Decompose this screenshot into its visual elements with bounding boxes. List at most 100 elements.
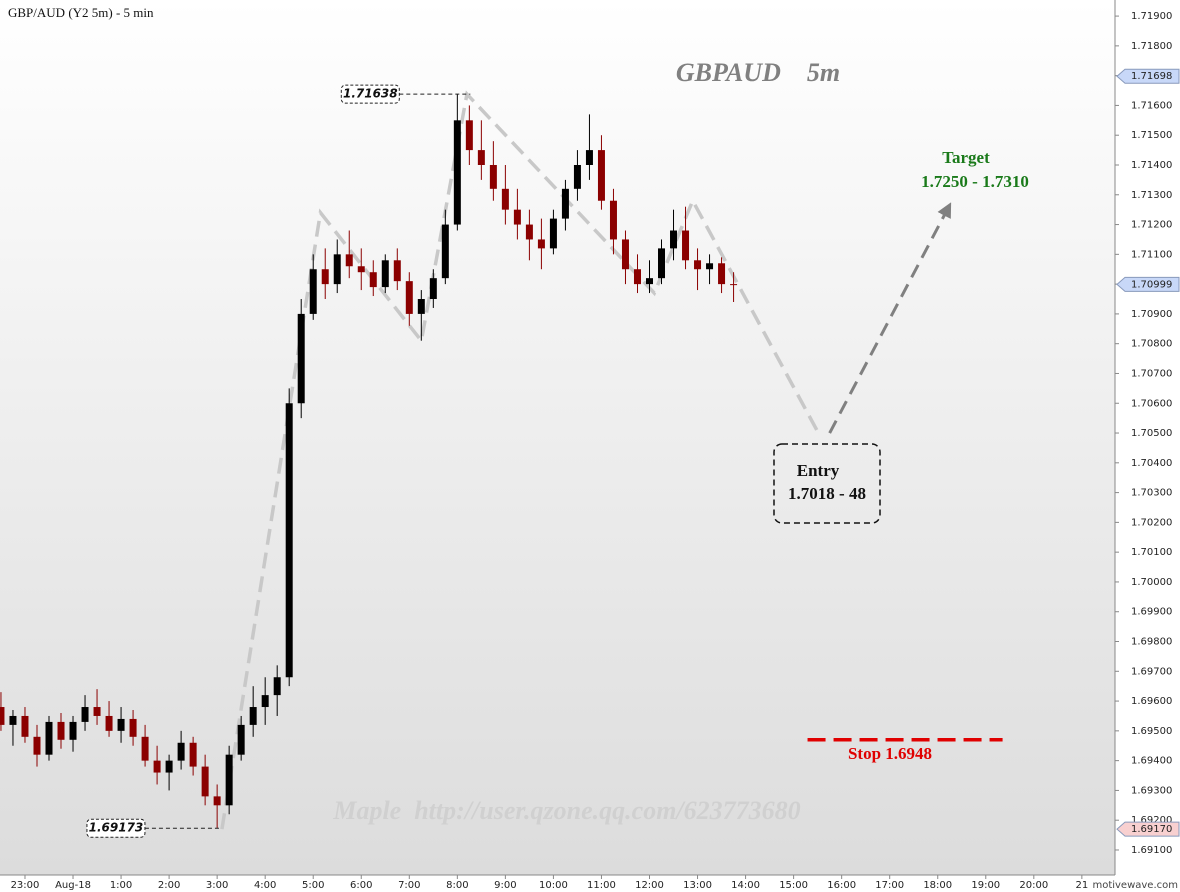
candle-body [429, 278, 437, 300]
candle-body [609, 200, 617, 240]
x-tick-label: 13:00 [683, 880, 712, 891]
price-marker-label: 1.71698 [1131, 71, 1172, 82]
y-axis-background [1115, 0, 1180, 892]
y-tick-label: 1.69800 [1131, 637, 1172, 648]
candle-body [537, 239, 545, 249]
y-tick-label: 1.70300 [1131, 488, 1172, 499]
y-tick-label: 1.71900 [1131, 11, 1172, 22]
entry-range: 1.7018 - 48 [788, 484, 866, 503]
x-tick-label: 18:00 [923, 880, 952, 891]
candle-body [682, 230, 690, 261]
y-tick-label: 1.71100 [1131, 249, 1172, 260]
x-tick-label: 9:00 [494, 880, 516, 891]
y-tick-label: 1.71600 [1131, 100, 1172, 111]
candle-body [718, 263, 726, 285]
candle-body [393, 260, 401, 282]
candle-body [189, 742, 197, 767]
candle-body [177, 742, 185, 761]
candle-body [621, 239, 629, 270]
candle-body [141, 736, 149, 761]
y-tick-label: 1.70400 [1131, 458, 1172, 469]
candle-body [501, 188, 509, 210]
candle-body [21, 715, 29, 737]
x-tick-label: 23:00 [11, 880, 40, 891]
candle-body [453, 120, 461, 225]
entry-box [773, 443, 881, 524]
y-tick-label: 1.70800 [1131, 339, 1172, 350]
x-tick-label: 7:00 [398, 880, 420, 891]
candle-body [585, 150, 593, 165]
y-tick-label: 1.69600 [1131, 696, 1172, 707]
y-tick-label: 1.70200 [1131, 517, 1172, 528]
candle-body [129, 718, 137, 737]
pattern-line [220, 90, 822, 830]
x-tick-label: 3:00 [206, 880, 228, 891]
plot-background [0, 0, 1115, 875]
candle-body [441, 224, 449, 279]
target-range: 1.7250 - 1.7310 [921, 172, 1029, 191]
price-label: 1.69173 [89, 821, 144, 835]
y-tick-label: 1.70100 [1131, 547, 1172, 558]
candle-body [321, 269, 329, 285]
candle-body [645, 278, 653, 285]
candle-body [730, 284, 738, 286]
y-tick-label: 1.71400 [1131, 160, 1172, 171]
y-tick-label: 1.71300 [1131, 190, 1172, 201]
candle-body [285, 403, 293, 678]
x-tick-label: 15:00 [779, 880, 808, 891]
y-tick-label: 1.71500 [1131, 130, 1172, 141]
candle-body [597, 150, 605, 201]
candle-body [0, 707, 5, 725]
candle-body [465, 120, 473, 151]
x-tick-label: 11:00 [587, 880, 616, 891]
candle-body [345, 254, 353, 267]
x-tick-label: 21 [1075, 880, 1088, 891]
candle-body [225, 754, 233, 806]
candle-body [333, 254, 341, 285]
x-tick-label: 12:00 [635, 880, 664, 891]
candle-body [405, 281, 413, 314]
y-tick-label: 1.69900 [1131, 607, 1172, 618]
candle-body [201, 766, 209, 797]
x-tick-label: 19:00 [971, 880, 1000, 891]
candle-body [369, 272, 377, 288]
x-tick-label: 5:00 [302, 880, 324, 891]
candle-body [105, 715, 113, 731]
candle-body [81, 707, 89, 722]
x-axis-background [0, 875, 1180, 892]
candle-body [213, 796, 221, 806]
candle-body [69, 721, 77, 740]
price-marker-label: 1.70999 [1131, 279, 1172, 290]
x-tick-label: 6:00 [350, 880, 372, 891]
candle-body [670, 230, 678, 249]
price-label-box [340, 84, 400, 104]
candle-body [513, 209, 521, 225]
y-tick-label: 1.71200 [1131, 220, 1172, 231]
candle-body [525, 224, 533, 240]
candle-body [33, 736, 41, 755]
chart-title: GBP/AUD (Y2 5m) - 5 min [8, 5, 154, 20]
candle-body [549, 218, 557, 249]
y-tick-label: 1.69500 [1131, 726, 1172, 737]
price-marker [1116, 821, 1180, 837]
y-tick-label: 1.69400 [1131, 756, 1172, 767]
y-tick-label: 1.70700 [1131, 368, 1172, 379]
x-tick-label: 17:00 [875, 880, 904, 891]
y-tick-label: 1.70000 [1131, 577, 1172, 588]
candle-body [45, 721, 53, 755]
target-label: Target [942, 148, 990, 167]
brand: motivewave.com [1092, 880, 1178, 891]
candle-body [93, 707, 101, 716]
candle-body [309, 269, 317, 314]
candle-body [573, 164, 581, 189]
y-tick-label: 1.70600 [1131, 398, 1172, 409]
y-tick-label: 1.69100 [1131, 845, 1172, 856]
candle-body [9, 715, 17, 725]
candle-body [381, 260, 389, 288]
candle-body [477, 150, 485, 165]
price-marker [1116, 276, 1180, 292]
y-tick-label: 1.71800 [1131, 41, 1172, 52]
x-tick-label: 20:00 [1019, 880, 1048, 891]
stop-label: Stop 1.6948 [848, 744, 932, 763]
